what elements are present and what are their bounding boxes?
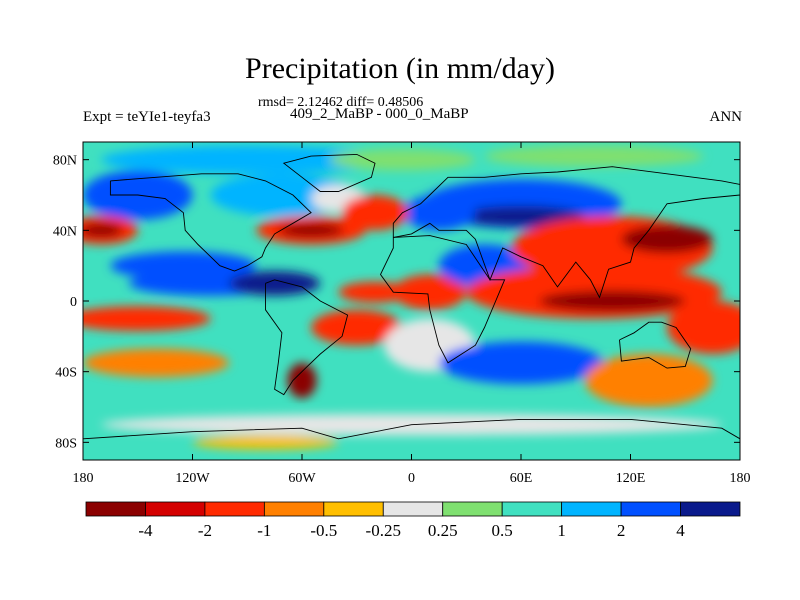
coastline-5 [619,321,692,369]
stats-text: rmsd= 2.12462 diff= 0.48506 [258,95,424,110]
field-region-18 [393,274,467,310]
colorbar-swatch-2 [204,501,265,517]
coastline-0 [109,173,312,272]
colorbar-swatch-5 [382,501,444,517]
experiment-label: Expt = teYIe1-teyfa3 [83,109,211,125]
colorbar-swatch-10 [680,501,741,517]
plot-area [82,141,741,461]
x-tick-label-3: 0 [408,471,415,486]
colorbar-label-2: -1 [257,521,271,540]
colorbar-swatch-7 [501,501,563,517]
y-tick-label-0: 80N [53,154,77,169]
field-region-30 [438,341,604,385]
field-region-27 [311,309,403,346]
x-tick-label-5: 120E [616,471,646,486]
field-region-1 [329,149,476,171]
colorbar-label-4: -0.25 [366,521,401,540]
field-region-6 [457,205,585,227]
field-region-24 [667,301,740,354]
field-region-33 [192,435,339,450]
y-tick-label-4: 80S [55,436,77,451]
colorbar-label-6: 0.5 [492,521,513,540]
colorbar-swatch-9 [620,501,681,517]
colorbar-swatch-1 [145,501,206,517]
field-region-13 [342,195,408,231]
field-region-22 [539,290,686,312]
field-region-26 [83,348,229,377]
x-tick-label-6: 180 [730,471,751,486]
y-tick-label-1: 40N [53,224,77,239]
field-region-2 [484,145,704,167]
colorbar-label-1: -2 [198,521,212,540]
x-tick-label-1: 120W [175,471,210,486]
coastline-1 [282,153,376,192]
coastline-4 [392,166,740,299]
y-tick-label-2: 0 [70,295,77,310]
x-tick-label-4: 60E [510,471,533,486]
field-region-7 [402,195,476,231]
period-label: ANN [709,109,743,125]
x-tick-label-0: 180 [73,471,94,486]
colorbar-label-7: 1 [557,521,566,540]
field-region-17 [338,281,412,303]
coastline-6 [83,418,740,440]
field-region-12 [278,223,344,238]
field-region-23 [621,225,713,254]
colorbar-label-5: 0.25 [428,521,458,540]
field-region-25 [83,306,211,332]
colorbar-label-3: -0.5 [310,521,337,540]
field-region-28 [287,362,317,399]
case-text: 409_2_MaBP - 000_0_MaBP [290,106,469,122]
x-tick-label-2: 60W [288,471,316,486]
colorbar-label-8: 2 [617,521,626,540]
colorbar-swatch-6 [442,501,503,517]
y-tick-label-3: 40S [55,366,77,381]
coastlines [83,153,740,440]
colorbar: -4 -2 -1 -0.5 -0.25 0.25 0.5 1 2 4 [85,501,741,540]
colorbar-swatch-8 [561,501,622,517]
field-region-16 [229,270,321,296]
colorbar-swatch-3 [263,501,325,517]
field-region-10 [83,223,124,238]
field-region-31 [584,354,713,407]
coastline-2 [265,279,349,396]
colorbar-swatch-4 [323,501,384,517]
field-region-0 [101,145,394,174]
colorbar-label-0: -4 [138,521,153,540]
colorbar-label-9: 4 [676,521,685,540]
colorbar-swatch-0 [85,501,146,517]
axis-ticks: 180 120W 60W 0 60E 120E 180 80N 40N 0 40S 80S [53,142,751,486]
chart-title: Precipitation (in mm/day) [245,52,555,85]
coastline-3 [379,235,506,364]
